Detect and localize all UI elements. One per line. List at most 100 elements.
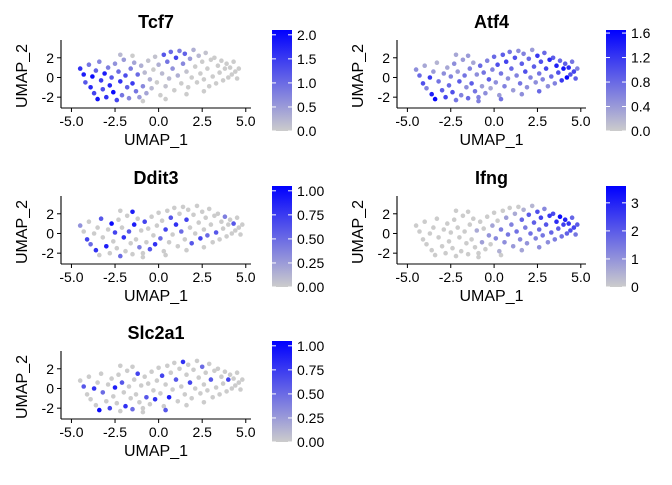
- data-point: [116, 372, 121, 378]
- data-point: [206, 206, 212, 212]
- data-point: [227, 372, 233, 378]
- colorbar-tick-label: 0.50: [297, 231, 324, 247]
- data-point: [453, 52, 459, 58]
- colorbar-tick-label: 0.25: [297, 410, 324, 426]
- data-point: [234, 215, 240, 220]
- data-point: [465, 95, 471, 101]
- data-point: [116, 69, 121, 74]
- data-point: [107, 83, 113, 88]
- data-point: [100, 235, 106, 240]
- x-tick-label: 2.5: [192, 424, 212, 440]
- data-point: [112, 230, 118, 235]
- data-point: [199, 209, 205, 215]
- x-axis-label: UMAP_1: [124, 132, 188, 149]
- data-point: [177, 366, 182, 372]
- data-point: [133, 89, 139, 94]
- data-point: [550, 55, 556, 61]
- data-point: [575, 222, 580, 227]
- data-point: [86, 374, 92, 380]
- data-point: [137, 245, 142, 250]
- data-point: [503, 59, 509, 64]
- data-point: [172, 205, 177, 211]
- data-point: [542, 50, 547, 56]
- colorbar-tick-label: 1.0: [297, 75, 317, 91]
- data-point: [121, 57, 127, 63]
- colorbar-tick-label: 0.75: [297, 207, 324, 223]
- data-point: [439, 88, 445, 93]
- data-point: [573, 76, 578, 81]
- data-point: [97, 252, 102, 258]
- data-point: [198, 71, 203, 76]
- data-point: [210, 240, 215, 245]
- data-point: [217, 392, 222, 397]
- data-point: [519, 61, 525, 66]
- data-point: [213, 81, 219, 86]
- plot-title: Slc2a1: [127, 323, 184, 343]
- data-point: [529, 47, 535, 53]
- data-point: [185, 85, 191, 90]
- data-point: [493, 236, 499, 241]
- data-point: [431, 69, 436, 74]
- x-tick-label: -5.0: [395, 269, 419, 285]
- data-point: [568, 72, 573, 77]
- data-point: [142, 70, 147, 75]
- data-point: [229, 72, 235, 77]
- data-point: [434, 216, 440, 221]
- data-point: [177, 48, 182, 54]
- data-point: [514, 73, 519, 78]
- data-point: [471, 60, 476, 65]
- data-point: [126, 95, 132, 101]
- data-point: [144, 240, 149, 245]
- data-point: [507, 205, 512, 211]
- data-point: [142, 219, 147, 224]
- data-point: [130, 406, 135, 412]
- data-point: [144, 395, 149, 400]
- data-point: [219, 58, 224, 63]
- colorbar-tick-label: 0.25: [297, 255, 324, 271]
- data-point: [417, 229, 422, 234]
- data-point: [100, 390, 106, 395]
- y-tick-label: 2: [382, 206, 390, 222]
- data-point: [185, 362, 191, 368]
- x-tick-label: -2.5: [103, 269, 127, 285]
- data-point: [124, 368, 130, 374]
- data-point: [420, 237, 426, 242]
- colorbar-tick-label: 0.50: [297, 386, 324, 402]
- data-point: [152, 397, 158, 402]
- data-point: [77, 223, 83, 228]
- data-point: [220, 226, 226, 231]
- data-point: [217, 70, 222, 75]
- data-point: [215, 63, 221, 68]
- data-point: [483, 246, 488, 252]
- data-point: [84, 392, 90, 397]
- data-point: [138, 228, 144, 233]
- colorbar-tick-label: 3: [631, 195, 639, 211]
- data-point: [177, 211, 182, 217]
- data-point: [519, 217, 525, 222]
- data-point: [105, 227, 111, 232]
- data-point: [519, 247, 525, 253]
- data-point: [95, 96, 100, 102]
- data-point: [529, 203, 535, 209]
- data-point: [422, 219, 428, 224]
- data-point: [427, 75, 433, 80]
- data-point: [210, 74, 215, 79]
- data-point: [462, 73, 467, 78]
- data-point: [498, 96, 504, 102]
- data-point: [81, 229, 86, 234]
- data-point: [469, 81, 474, 86]
- colorbar-tick-label: 0.0: [631, 123, 651, 139]
- data-point: [229, 231, 235, 236]
- data-point: [159, 71, 165, 76]
- data-point: [192, 231, 198, 236]
- data-point: [170, 66, 175, 71]
- data-point: [184, 372, 189, 378]
- data-point: [138, 383, 144, 388]
- y-tick-label: -2: [42, 400, 55, 416]
- colorbar-tick-label: 1.00: [297, 183, 324, 199]
- data-point: [477, 63, 483, 68]
- data-point: [234, 76, 240, 81]
- data-point: [432, 252, 438, 258]
- panel-ifng: Ifng -5.0 -2.5 0.0 2.5 5.0 -2 0 2 UMAP_1 UMAP_2 0 1 2…: [350, 168, 639, 305]
- data-point: [217, 237, 222, 242]
